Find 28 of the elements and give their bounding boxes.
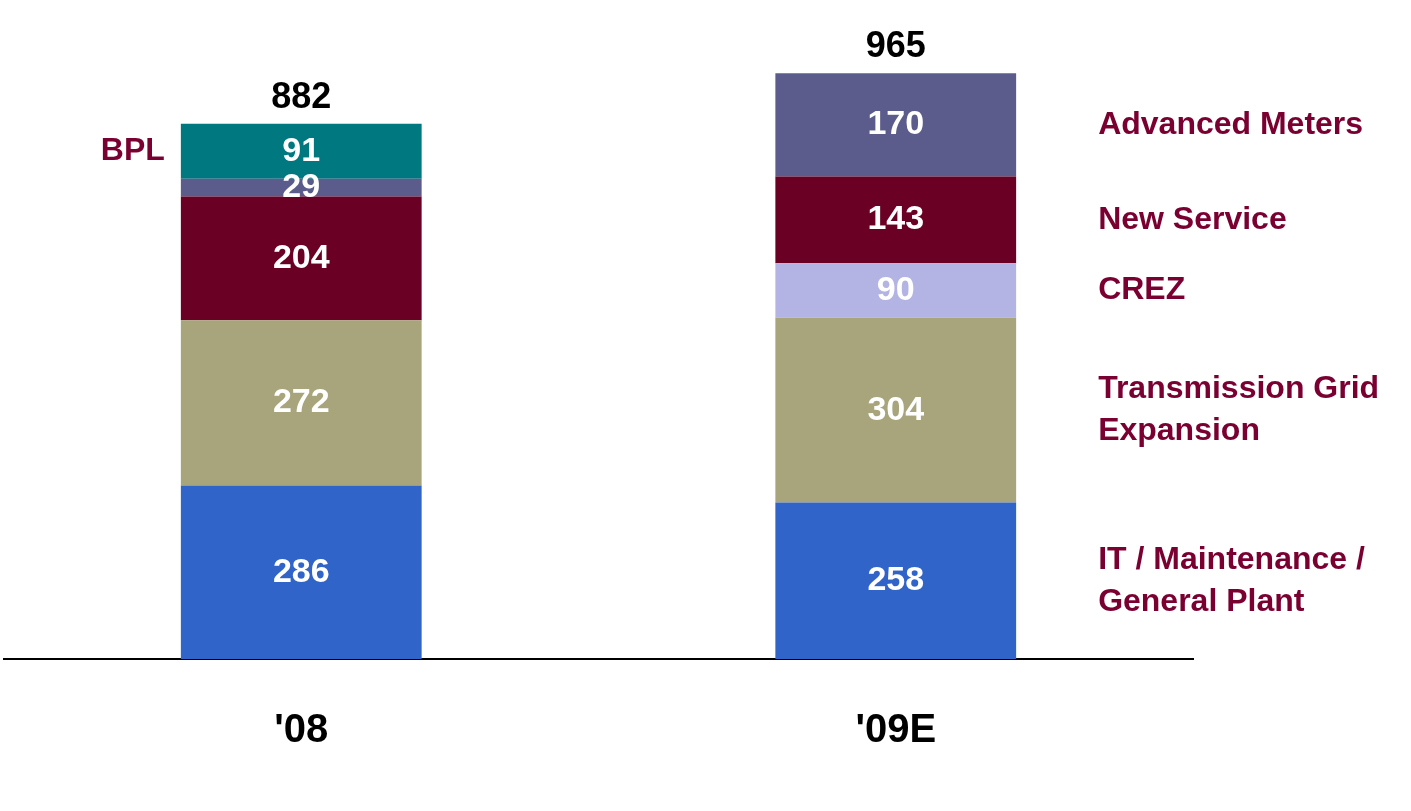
data-label: 170 xyxy=(867,103,925,142)
x-tick-label: '08 xyxy=(274,706,329,751)
data-label: 91 xyxy=(282,129,321,168)
bar xyxy=(775,502,1017,659)
x-tick-label: '09E xyxy=(855,706,937,751)
bar xyxy=(180,196,422,321)
bar xyxy=(775,263,1017,318)
total-label: 965 xyxy=(865,24,926,66)
text: CREZ xyxy=(1098,270,1186,307)
bar xyxy=(180,320,422,486)
total-label: 882 xyxy=(271,74,332,116)
data-label: 272 xyxy=(272,381,330,420)
bar xyxy=(775,73,1017,177)
text: Transmission Grid Expansion xyxy=(1098,368,1380,447)
text: New Service xyxy=(1098,199,1287,236)
bar xyxy=(775,176,1017,264)
series-label: BPL xyxy=(100,131,165,168)
data-label: 90 xyxy=(876,268,915,307)
data-label: 29 xyxy=(282,166,321,205)
data-label: 143 xyxy=(867,198,925,237)
data-label: 204 xyxy=(272,236,330,275)
text: Advanced Meters xyxy=(1098,104,1364,141)
data-label: 304 xyxy=(867,388,925,427)
bar xyxy=(180,485,422,659)
data-label: 258 xyxy=(867,559,925,598)
bar xyxy=(775,317,1017,503)
text: IT / Maintenance / General Plant xyxy=(1098,539,1365,618)
data-label: 286 xyxy=(272,550,330,589)
